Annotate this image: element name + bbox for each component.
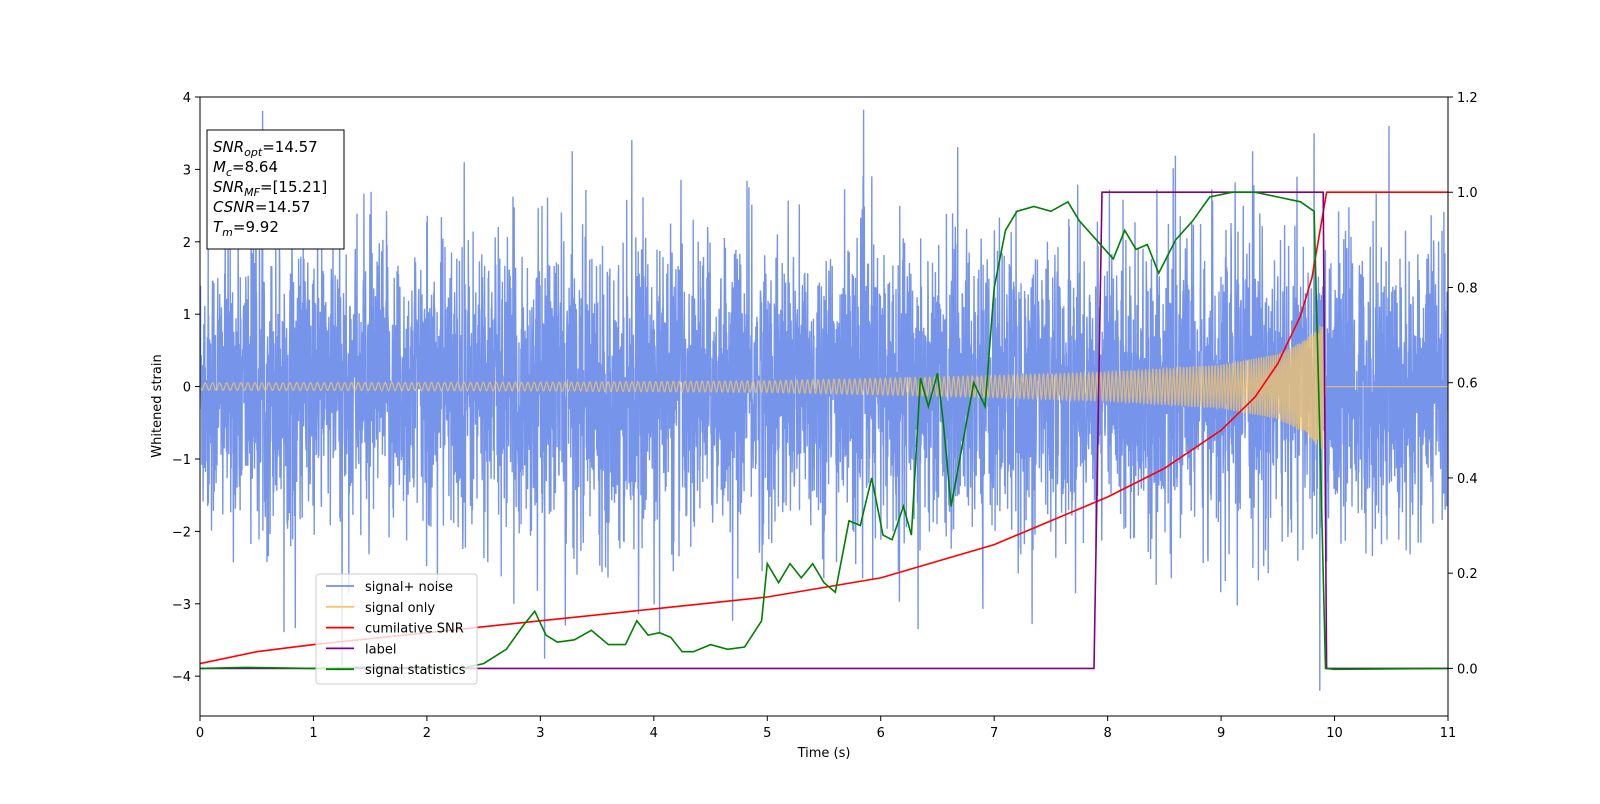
x-tick-label: 10 xyxy=(1326,726,1343,741)
annotation-line: Tm=9.92 xyxy=(213,218,279,239)
y2-tick-label: 0.2 xyxy=(1457,567,1478,582)
y2-tick-label: 0.0 xyxy=(1457,662,1478,677)
x-tick-label: 11 xyxy=(1440,726,1457,741)
x-tick-label: 5 xyxy=(763,726,771,741)
y2-tick-label: 0.8 xyxy=(1457,281,1478,296)
plot-frame xyxy=(199,96,1449,717)
y2-tick-label: 0.4 xyxy=(1457,472,1478,487)
x-tick-label: 7 xyxy=(990,726,998,741)
x-tick-label: 8 xyxy=(1103,726,1111,741)
y-tick-label: 3 xyxy=(183,163,191,178)
y-tick-label: 2 xyxy=(183,236,191,251)
annotation-line: CSNR=14.57 xyxy=(213,198,310,216)
y-tick-label: 4 xyxy=(183,91,191,106)
legend-label: label xyxy=(365,642,396,657)
annotation-box xyxy=(206,129,345,250)
series-signal-noise xyxy=(200,109,1448,691)
annotation-line: SNRopt=14.57 xyxy=(213,138,318,159)
y-tick-label: −1 xyxy=(172,453,191,468)
legend-box xyxy=(315,573,478,685)
x-tick-label: 3 xyxy=(536,726,544,741)
legend-label: signal only xyxy=(365,601,435,616)
x-tick-label: 6 xyxy=(877,726,885,741)
series-signal-statistics xyxy=(200,191,1448,671)
series-signal-only xyxy=(200,325,1448,450)
y2-tick-label: 1.0 xyxy=(1457,186,1478,201)
y-tick-label: −2 xyxy=(172,525,191,540)
y-tick-label: 1 xyxy=(183,308,191,323)
x-tick-label: 4 xyxy=(650,726,658,741)
y-tick-label: −3 xyxy=(172,598,191,613)
annotation-line: SNRMF=[15.21] xyxy=(213,178,327,199)
legend-label: signal+ noise xyxy=(365,580,453,595)
x-axis-label: Time (s) xyxy=(797,746,851,761)
legend-label: signal statistics xyxy=(365,663,466,678)
y-axis-label: Whitened strain xyxy=(150,354,165,457)
y-tick-label: −4 xyxy=(172,670,191,685)
annotation-line: Mc=8.64 xyxy=(213,158,278,179)
x-tick-label: 0 xyxy=(196,726,204,741)
series-label xyxy=(200,191,1448,670)
y-tick-label: 0 xyxy=(183,381,191,396)
y2-tick-label: 1.2 xyxy=(1457,91,1478,106)
x-tick-label: 2 xyxy=(423,726,431,741)
legend-label: cumilative SNR xyxy=(365,622,464,637)
x-tick-label: 1 xyxy=(309,726,317,741)
x-tick-label: 9 xyxy=(1217,726,1225,741)
y2-tick-label: 0.6 xyxy=(1457,377,1478,392)
